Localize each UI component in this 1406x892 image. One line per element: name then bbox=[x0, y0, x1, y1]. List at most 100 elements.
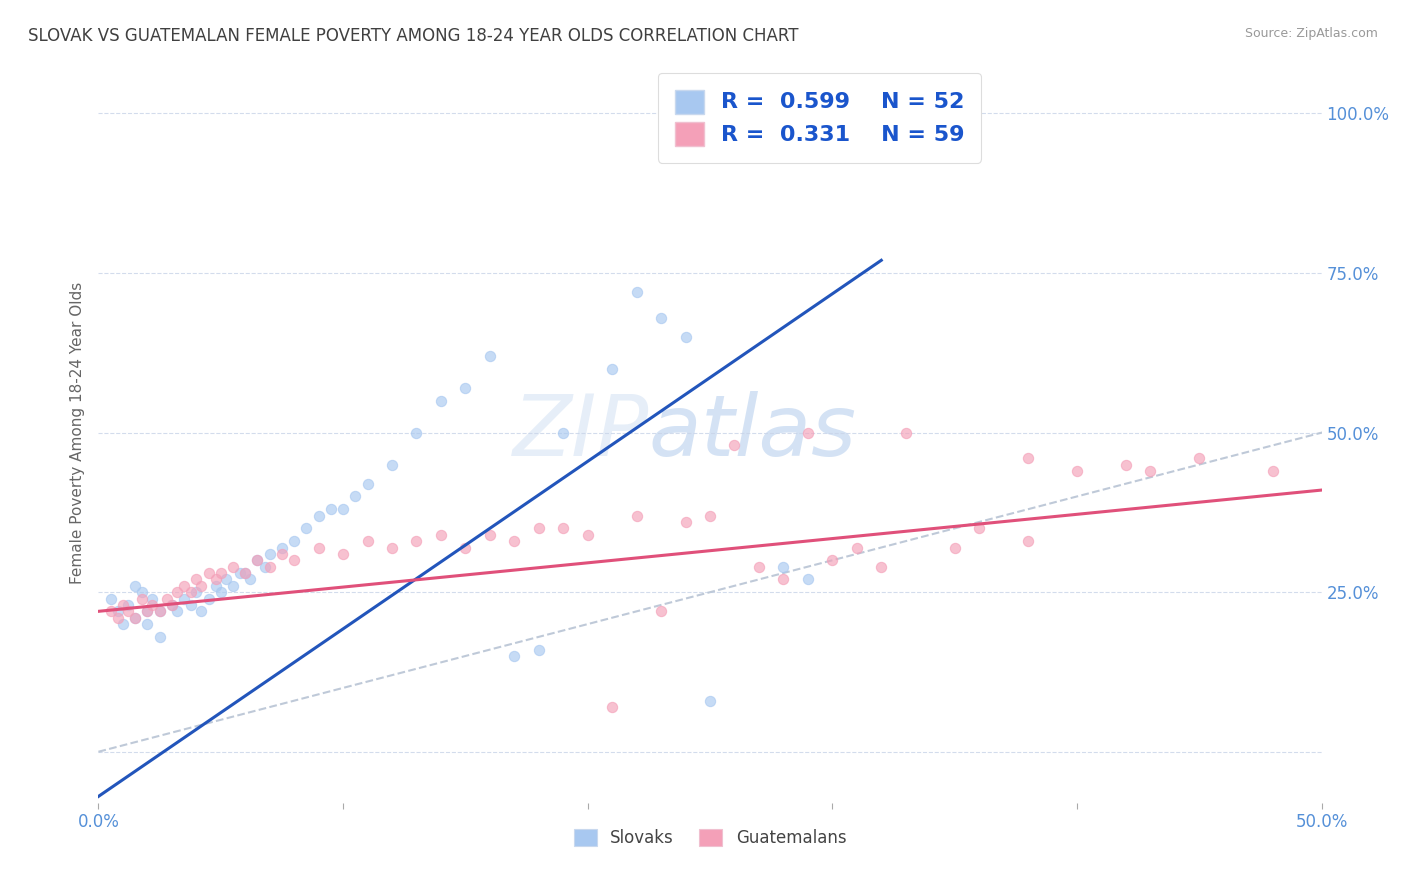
Point bbox=[197, 566, 219, 580]
Point bbox=[576, 527, 599, 541]
Point bbox=[478, 527, 501, 541]
Point bbox=[356, 476, 378, 491]
Point bbox=[100, 591, 122, 606]
Point bbox=[214, 573, 236, 587]
Point bbox=[845, 541, 868, 555]
Point bbox=[748, 559, 770, 574]
Point bbox=[131, 591, 153, 606]
Point bbox=[209, 585, 232, 599]
Point bbox=[124, 579, 146, 593]
Point bbox=[205, 579, 228, 593]
Point bbox=[270, 541, 294, 555]
Point bbox=[239, 573, 262, 587]
Point bbox=[160, 598, 183, 612]
Point bbox=[209, 566, 232, 580]
Point bbox=[332, 547, 354, 561]
Point bbox=[527, 521, 550, 535]
Point bbox=[527, 642, 550, 657]
Point bbox=[478, 349, 501, 363]
Point bbox=[149, 604, 172, 618]
Point bbox=[166, 604, 188, 618]
Point bbox=[124, 611, 146, 625]
Point bbox=[600, 700, 623, 714]
Point bbox=[772, 573, 794, 587]
Point bbox=[160, 598, 183, 612]
Point bbox=[190, 604, 212, 618]
Point bbox=[723, 438, 745, 452]
Point bbox=[405, 534, 427, 549]
Point bbox=[124, 611, 146, 625]
Point bbox=[222, 579, 245, 593]
Point bbox=[197, 591, 219, 606]
Point bbox=[894, 425, 917, 440]
Legend: Slovaks, Guatemalans: Slovaks, Guatemalans bbox=[567, 822, 853, 854]
Point bbox=[136, 604, 159, 618]
Point bbox=[650, 310, 672, 325]
Point bbox=[1066, 464, 1088, 478]
Point bbox=[295, 521, 318, 535]
Point bbox=[259, 547, 281, 561]
Point bbox=[246, 553, 269, 567]
Point bbox=[626, 508, 648, 523]
Point bbox=[283, 534, 305, 549]
Point bbox=[270, 547, 294, 561]
Point bbox=[381, 541, 404, 555]
Point bbox=[229, 566, 252, 580]
Point bbox=[246, 553, 269, 567]
Point bbox=[943, 541, 966, 555]
Point bbox=[117, 598, 139, 612]
Point bbox=[430, 527, 453, 541]
Point bbox=[1139, 464, 1161, 478]
Point bbox=[149, 630, 172, 644]
Point bbox=[870, 559, 893, 574]
Point bbox=[381, 458, 404, 472]
Point bbox=[675, 515, 697, 529]
Point bbox=[186, 585, 208, 599]
Point bbox=[699, 694, 721, 708]
Point bbox=[173, 591, 195, 606]
Point bbox=[405, 425, 427, 440]
Point bbox=[222, 559, 245, 574]
Point bbox=[503, 534, 526, 549]
Point bbox=[821, 553, 844, 567]
Point bbox=[173, 579, 195, 593]
Point bbox=[1115, 458, 1137, 472]
Y-axis label: Female Poverty Among 18-24 Year Olds: Female Poverty Among 18-24 Year Olds bbox=[69, 282, 84, 583]
Point bbox=[136, 617, 159, 632]
Point bbox=[180, 585, 202, 599]
Point bbox=[180, 598, 202, 612]
Point bbox=[107, 611, 129, 625]
Point bbox=[233, 566, 256, 580]
Point bbox=[283, 553, 305, 567]
Point bbox=[553, 521, 575, 535]
Point bbox=[259, 559, 281, 574]
Point bbox=[1261, 464, 1284, 478]
Point bbox=[1017, 534, 1039, 549]
Point bbox=[332, 502, 354, 516]
Point bbox=[149, 604, 172, 618]
Point bbox=[772, 559, 794, 574]
Point bbox=[190, 579, 212, 593]
Point bbox=[454, 381, 477, 395]
Point bbox=[308, 508, 330, 523]
Point bbox=[253, 559, 276, 574]
Point bbox=[699, 508, 721, 523]
Point bbox=[344, 490, 367, 504]
Text: atlas: atlas bbox=[648, 391, 856, 475]
Point bbox=[600, 361, 623, 376]
Point bbox=[967, 521, 990, 535]
Point bbox=[205, 573, 228, 587]
Point bbox=[454, 541, 477, 555]
Point bbox=[650, 604, 672, 618]
Point bbox=[156, 591, 179, 606]
Point bbox=[797, 573, 820, 587]
Point bbox=[503, 648, 526, 663]
Point bbox=[553, 425, 575, 440]
Point bbox=[319, 502, 342, 516]
Point bbox=[117, 604, 139, 618]
Text: ZIP: ZIP bbox=[513, 391, 648, 475]
Point bbox=[430, 393, 453, 408]
Point bbox=[111, 598, 134, 612]
Point bbox=[136, 604, 159, 618]
Point bbox=[111, 617, 134, 632]
